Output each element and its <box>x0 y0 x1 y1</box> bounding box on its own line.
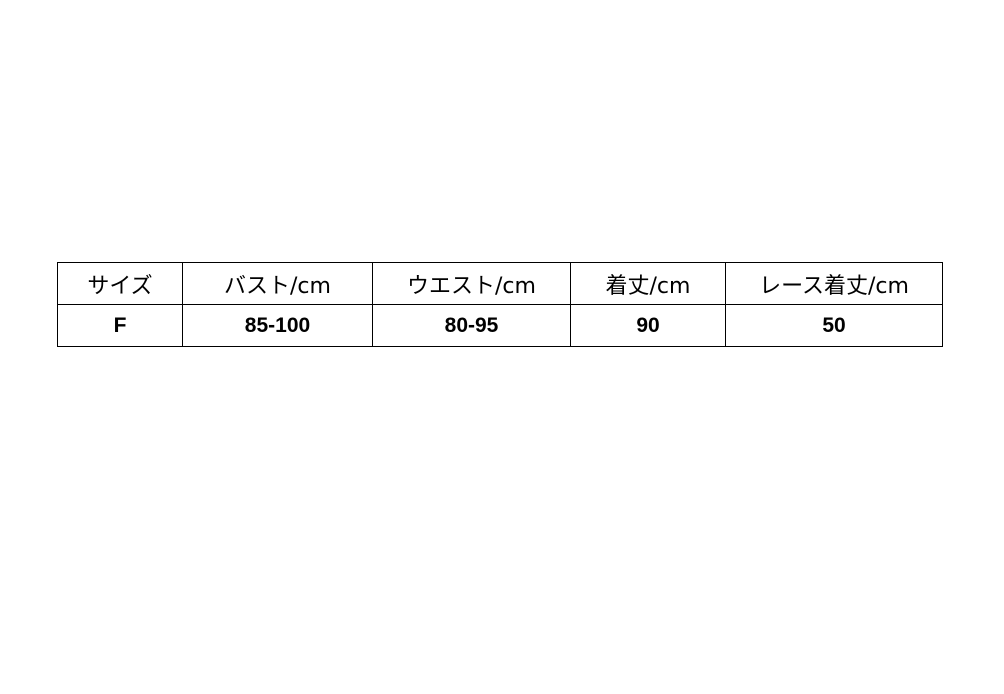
cell-length: 90 <box>570 304 726 347</box>
header-bust: バスト/cm <box>182 262 373 305</box>
cell-waist: 80-95 <box>372 304 571 347</box>
table-row: F 85-100 80-95 90 50 <box>57 304 943 347</box>
header-size: サイズ <box>57 262 183 305</box>
cell-bust: 85-100 <box>182 304 373 347</box>
header-lace-length: レース着丈/cm <box>725 262 943 305</box>
size-table: サイズ バスト/cm ウエスト/cm 着丈/cm レース着丈/cm F 85-1… <box>57 262 943 347</box>
header-waist: ウエスト/cm <box>372 262 571 305</box>
header-row: サイズ バスト/cm ウエスト/cm 着丈/cm レース着丈/cm <box>57 262 943 305</box>
header-length: 着丈/cm <box>570 262 726 305</box>
cell-lace-length: 50 <box>725 304 943 347</box>
cell-size: F <box>57 304 183 347</box>
